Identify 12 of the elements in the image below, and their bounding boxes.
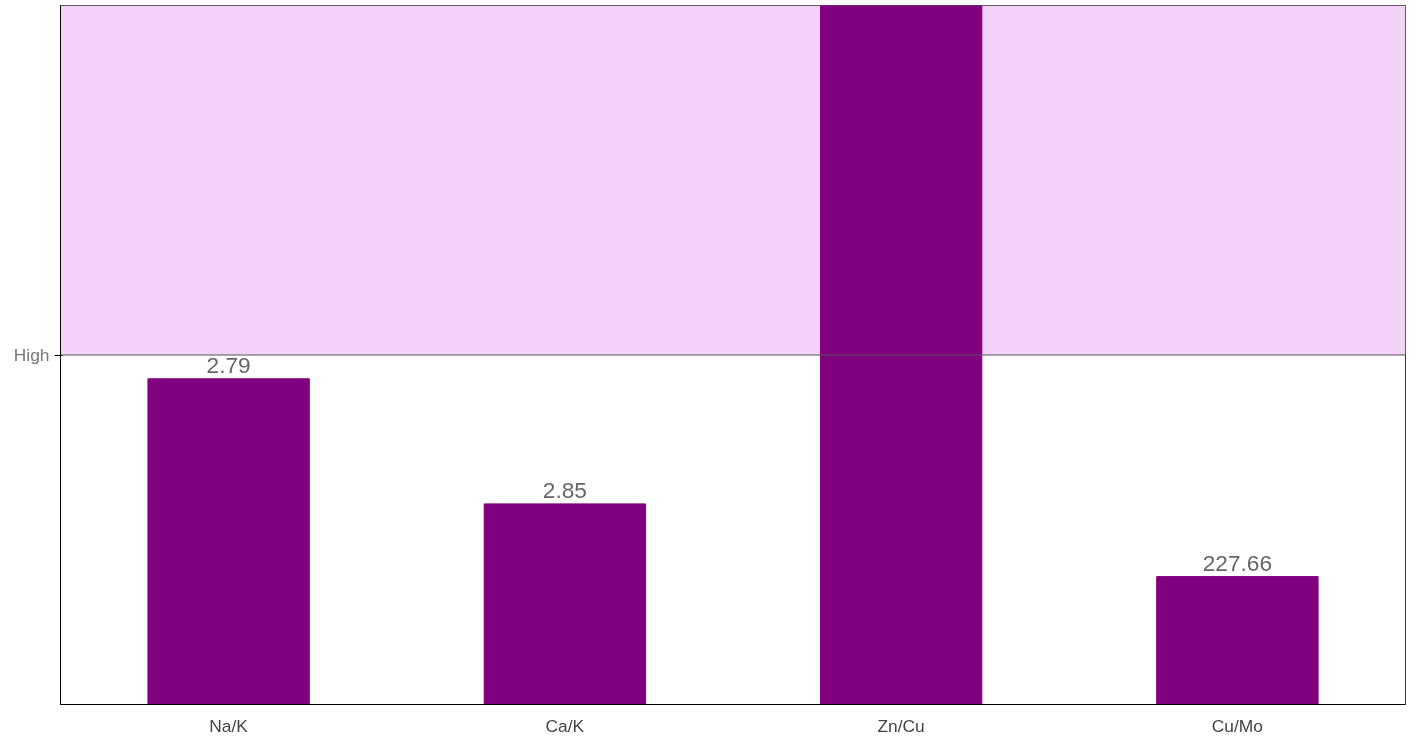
annotation: 2.85: [542, 476, 587, 503]
x-tick-label: Na/K: [209, 715, 249, 736]
bar: [483, 503, 647, 705]
bar: [819, 5, 983, 705]
x-tick-label: Cu/Mo: [1211, 715, 1263, 736]
x-tick-label: Zn/Cu: [877, 715, 925, 736]
ref-line-label: High: [13, 345, 50, 365]
annotation: 227.66: [1202, 549, 1273, 576]
annotation: 2.79: [206, 351, 251, 378]
bar: [147, 378, 310, 705]
bar: [1156, 576, 1319, 705]
x-tick-label: Ca/K: [545, 715, 585, 736]
